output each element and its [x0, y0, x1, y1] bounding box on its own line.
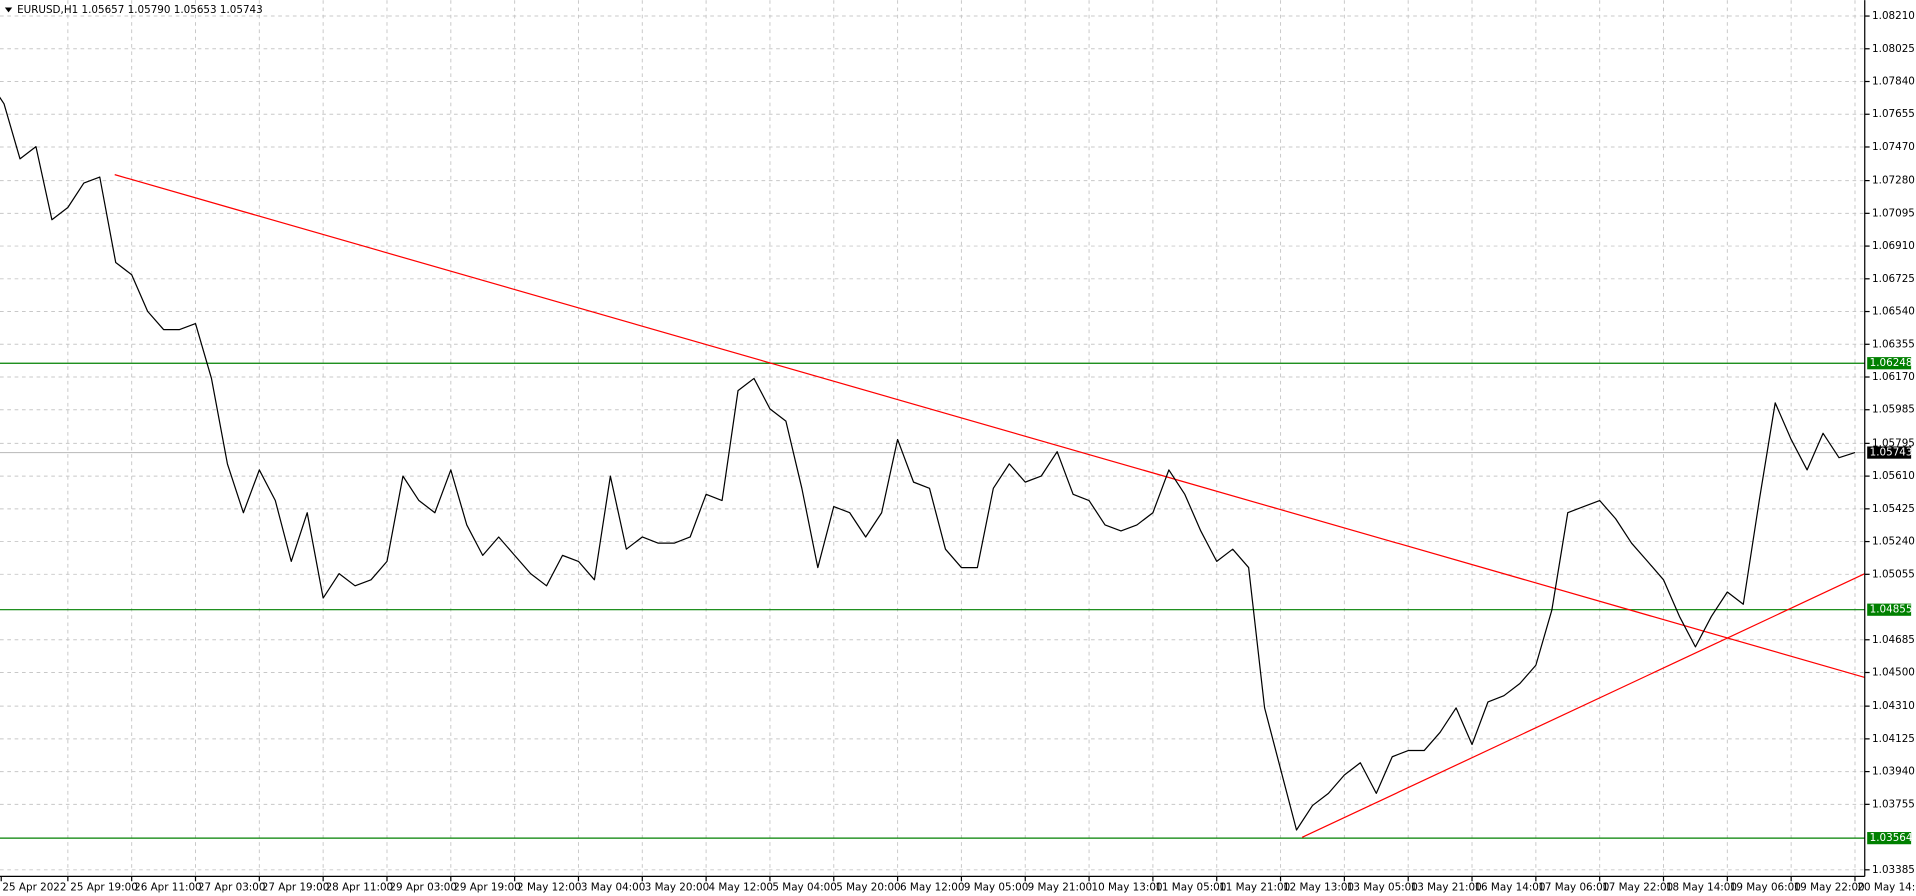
x-tick-label: 5 May 04:00	[772, 881, 836, 893]
x-tick-label: 25 Apr 19:00	[70, 881, 138, 893]
y-tick-label: 1.03755	[1872, 798, 1915, 810]
x-tick-label: 11 May 21:00	[1219, 881, 1290, 893]
x-tick-label: 17 May 06:00	[1538, 881, 1609, 893]
trendline	[1301, 573, 1865, 838]
y-tick-label: 1.04125	[1872, 733, 1915, 745]
series-layer	[0, 96, 1856, 831]
level-layer	[0, 362, 1865, 839]
x-tick-label: 19 May 06:00	[1730, 881, 1801, 893]
x-tick-label: 11 May 05:00	[1155, 881, 1226, 893]
x-tick-label: 19 May 22:00	[1794, 881, 1865, 893]
price-level-tag	[1867, 832, 1912, 845]
x-tick-label: 13 May 21:00	[1411, 881, 1482, 893]
x-tick-label: 27 Apr 19:00	[262, 881, 330, 893]
x-tick-label: 3 May 04:00	[581, 881, 645, 893]
y-tick-label: 1.03940	[1872, 766, 1915, 778]
x-tick-label: 6 May 12:00	[900, 881, 964, 893]
price-level-label: 1.03564	[1870, 832, 1913, 844]
last-price-label: 1.05743	[1870, 447, 1913, 459]
x-tick-label: 16 May 14:00	[1474, 881, 1545, 893]
price-level-tag	[1867, 357, 1912, 370]
y-tick-label: 1.05055	[1872, 568, 1915, 580]
x-tick-label: 27 Apr 03:00	[198, 881, 266, 893]
y-tick-label: 1.07095	[1872, 207, 1915, 219]
last-price-tag	[1867, 446, 1912, 459]
x-tick-label: 17 May 22:00	[1602, 881, 1673, 893]
x-tick-label: 9 May 05:00	[964, 881, 1028, 893]
y-tick-label: 1.07280	[1872, 175, 1915, 187]
y-tick-label: 1.04310	[1872, 700, 1915, 712]
x-tick-label: 9 May 21:00	[1028, 881, 1092, 893]
chart-title: EURUSD,H1 1.05657 1.05790 1.05653 1.0574…	[17, 4, 263, 16]
x-tick-label: 28 Apr 11:00	[326, 881, 394, 893]
x-tick-label: 29 Apr 19:00	[453, 881, 521, 893]
y-tick-label: 1.03385	[1872, 864, 1915, 876]
y-tick-label: 1.06725	[1872, 273, 1915, 285]
price-line	[0, 96, 1856, 831]
x-tick-label: 3 May 20:00	[645, 881, 709, 893]
price-level-tag	[1867, 603, 1912, 616]
y-tick-label: 1.05985	[1872, 404, 1915, 416]
y-tick-label: 1.07655	[1872, 108, 1915, 120]
y-tick-label: 1.06355	[1872, 338, 1915, 350]
y-tick-label: 1.08025	[1872, 43, 1915, 55]
x-tick-label: 25 Apr 2022	[2, 881, 66, 893]
x-tick-label: 2 May 12:00	[517, 881, 581, 893]
trendlines	[114, 174, 1865, 838]
x-tick-label: 29 Apr 03:00	[389, 881, 457, 893]
y-tick-label: 1.05610	[1872, 470, 1915, 482]
x-tick-label: 10 May 13:00	[1092, 881, 1163, 893]
x-tick-label: 12 May 13:00	[1283, 881, 1354, 893]
y-tick-label: 1.05795	[1872, 437, 1915, 449]
x-tick-label: 13 May 05:00	[1347, 881, 1418, 893]
axis-layer: 1.08210 1.08025 1.07840 1.07655 1.07470 1.072…	[0, 10, 1916, 893]
y-tick-label: 1.04685	[1872, 634, 1915, 646]
trendline	[114, 174, 1865, 679]
y-tick-label: 1.04500	[1872, 667, 1915, 679]
y-tick-label: 1.06910	[1872, 240, 1915, 252]
y-tick-label: 1.06170	[1872, 371, 1915, 383]
x-tick-label: 26 Apr 11:00	[134, 881, 202, 893]
y-tick-label: 1.07470	[1872, 141, 1915, 153]
x-tick-label: 4 May 12:00	[709, 881, 773, 893]
y-tick-label: 1.06540	[1872, 306, 1915, 318]
x-tick-label: 5 May 20:00	[836, 881, 900, 893]
price-level-label: 1.06248	[1870, 357, 1913, 369]
y-tick-label: 1.08210	[1872, 10, 1915, 22]
label-layer: 1.06248 1.04855 1.03564 1.05743	[1867, 357, 1913, 845]
price-level-label: 1.04855	[1870, 604, 1913, 616]
x-tick-label: 18 May 14:00	[1666, 881, 1737, 893]
y-tick-label: 1.05425	[1872, 503, 1915, 515]
x-tick-label: 20 May 14:00	[1857, 881, 1916, 893]
menu-icon[interactable]	[4, 7, 13, 13]
y-tick-label: 1.07840	[1872, 76, 1915, 88]
y-tick-label: 1.05240	[1872, 536, 1915, 548]
